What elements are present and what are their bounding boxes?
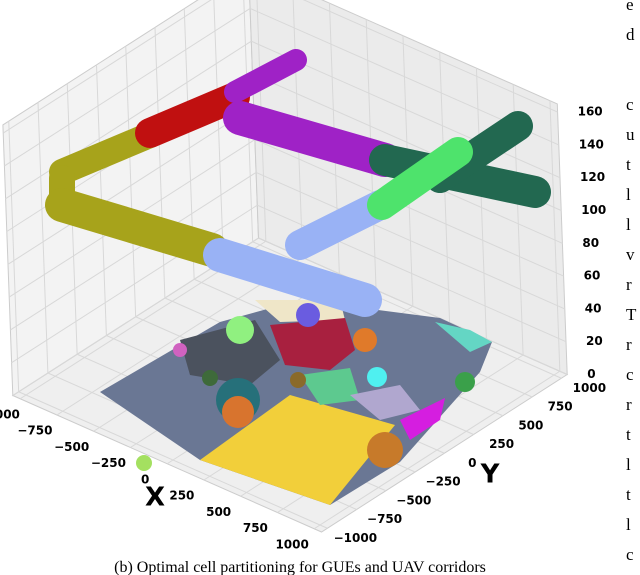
side-text-fragment: t [626,425,631,444]
side-text-fragment: r [626,335,632,354]
side-text-fragment: l [626,185,631,204]
z-tick-label: 120 [580,170,605,184]
side-text-fragment: l [626,515,631,534]
side-text-fragment: t [626,155,631,174]
ground-region [367,432,403,468]
z-tick-label: 80 [582,236,599,250]
ground-region [290,372,306,388]
side-text-fragment: e [626,0,634,14]
ground-region [435,322,492,352]
ground-region [173,343,187,357]
x-tick-label: 250 [169,489,194,503]
corridor [135,82,250,148]
grid-line [549,100,561,372]
y-tick-label: 1000 [573,381,606,395]
side-text-fragment: l [626,215,631,234]
z-tick-label: 60 [584,269,601,283]
grid-line [475,68,487,339]
grid-line [258,237,568,375]
ground-region [353,328,377,352]
grid-line [4,7,251,167]
corridor [223,101,402,177]
ground-region [296,303,320,327]
z-tick-label: 40 [585,301,602,315]
side-text-fragment: c [626,95,634,114]
side-text-fragment: T [626,305,637,324]
grid-line [125,46,137,317]
x-tick-label: −250 [91,456,126,470]
grid-line [5,40,252,200]
uav-corridors [45,49,551,317]
tick-labels: −1000−750−500−25002505007501000−1000−750… [0,105,606,552]
corridor [367,137,473,220]
grid-line [2,0,212,134]
ground-region [226,316,254,344]
y-tick-label: −1000 [334,531,377,545]
y-tick-label: 750 [548,400,573,414]
z-tick-label: 100 [581,203,606,217]
ground-region [202,370,218,386]
side-text-fragment: t [626,485,631,504]
ground-region [200,395,395,505]
side-text-fragment: c [626,545,634,564]
ground-region [455,372,475,392]
y-tick-label: 250 [489,437,514,451]
grid-line [18,391,328,529]
ground-region [136,455,152,471]
corridor [203,238,382,317]
corridor [49,122,163,185]
grid-line [8,121,20,392]
ground-region [350,385,420,420]
z-tick-label: 0 [587,367,595,381]
y-tick-label: −750 [367,512,402,526]
ground-region [300,368,360,405]
corridor [224,49,307,103]
y-tick-label: 0 [468,456,476,470]
z-tick-label: 20 [586,334,603,348]
x-tick-label: −500 [54,440,89,454]
x-axis-label: X [145,483,165,513]
ground-region [180,320,280,385]
side-text-fragment: l [626,455,631,474]
side-text-fragment: r [626,275,632,294]
z-tick-label: 160 [578,105,603,119]
y-tick-label: −250 [426,475,461,489]
side-text-fragment: d [626,25,635,44]
grid-line [255,171,566,310]
x-tick-label: −1000 [0,407,20,421]
ground-partition [100,300,492,505]
grid-line [37,102,49,374]
corridor [45,188,229,267]
grid-line [254,139,564,277]
x-tick-label: −750 [17,424,52,438]
grid-line [7,106,254,265]
side-text-fragment: u [626,125,635,144]
x-tick-label: 0 [141,472,149,486]
ground-region [270,318,355,370]
x-tick-label: 500 [206,505,231,519]
grid-line [302,0,558,113]
x-tick-label: 750 [243,521,268,535]
grid-line [213,0,224,261]
grid-line [10,171,257,331]
ground-region [222,396,254,428]
y-axis-label: Y [480,460,501,490]
ground-region [367,367,387,387]
side-text-fragment: r [626,395,632,414]
grid-line [11,204,258,364]
y-tick-label: 500 [518,418,543,432]
y-tick-label: −500 [396,493,431,507]
x-tick-label: 1000 [275,537,308,551]
caption: (b) Optimal cell partitioning for GUEs a… [114,559,486,575]
side-text-fragment: v [626,245,635,264]
grid-line [256,0,267,242]
side-text-fragment: c [626,365,634,384]
ground-region [400,398,445,440]
z-tick-label: 140 [579,137,604,151]
corridor [285,190,395,260]
